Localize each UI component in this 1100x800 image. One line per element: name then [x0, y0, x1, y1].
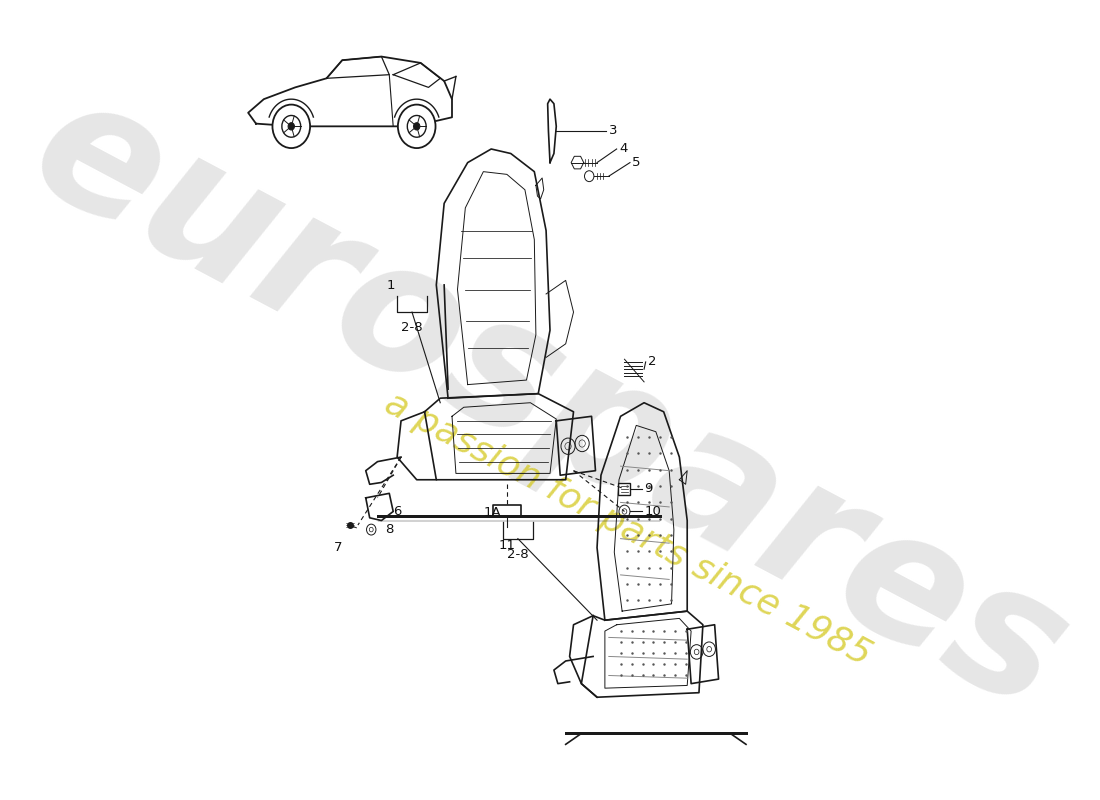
Text: 1: 1	[387, 279, 396, 292]
Text: 3: 3	[608, 124, 617, 138]
Text: 5: 5	[632, 156, 641, 169]
Text: 2-8: 2-8	[507, 548, 528, 561]
Circle shape	[398, 105, 436, 148]
Circle shape	[414, 122, 420, 130]
Circle shape	[288, 122, 295, 130]
Text: 7: 7	[334, 542, 342, 554]
Text: 6: 6	[393, 505, 402, 518]
Text: 2-8: 2-8	[402, 321, 422, 334]
Text: 10: 10	[645, 505, 661, 518]
Text: 11: 11	[498, 538, 516, 552]
Text: 8: 8	[385, 523, 394, 536]
Text: a passion for parts since 1985: a passion for parts since 1985	[379, 386, 878, 673]
Circle shape	[273, 105, 310, 148]
Text: eurospares: eurospares	[6, 57, 1094, 748]
Text: 1A: 1A	[484, 506, 502, 518]
Text: 2: 2	[648, 355, 657, 369]
Text: 9: 9	[645, 482, 652, 495]
Text: 4: 4	[619, 142, 627, 155]
